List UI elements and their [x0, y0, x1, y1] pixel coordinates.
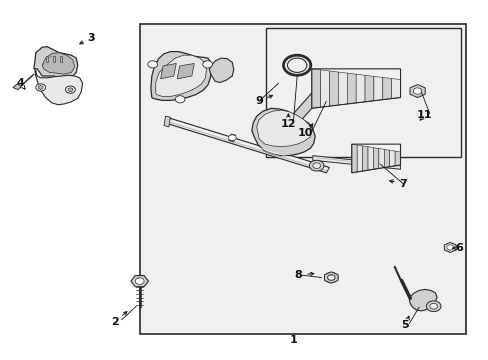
Polygon shape — [163, 116, 170, 127]
Text: 2: 2 — [111, 317, 119, 327]
Circle shape — [38, 86, 43, 89]
Polygon shape — [166, 118, 329, 173]
Polygon shape — [160, 63, 176, 79]
Polygon shape — [151, 51, 211, 100]
Polygon shape — [324, 272, 337, 283]
Polygon shape — [391, 78, 400, 99]
Circle shape — [327, 275, 334, 280]
Polygon shape — [346, 73, 355, 104]
Text: 5: 5 — [401, 320, 408, 330]
Polygon shape — [444, 242, 455, 252]
Polygon shape — [251, 108, 315, 156]
Polygon shape — [367, 147, 373, 170]
Text: 3: 3 — [87, 33, 95, 43]
Circle shape — [228, 135, 236, 140]
Text: 12: 12 — [280, 120, 296, 129]
Polygon shape — [320, 70, 329, 107]
Polygon shape — [362, 146, 367, 171]
Polygon shape — [373, 76, 382, 101]
Polygon shape — [394, 151, 400, 166]
Polygon shape — [373, 148, 378, 169]
Bar — [266, 28, 461, 157]
Polygon shape — [42, 53, 75, 74]
Polygon shape — [378, 149, 384, 168]
Polygon shape — [351, 144, 356, 173]
Polygon shape — [384, 149, 389, 167]
Text: 11: 11 — [416, 111, 432, 121]
Circle shape — [203, 61, 212, 68]
Polygon shape — [35, 69, 82, 105]
Polygon shape — [60, 56, 62, 62]
Polygon shape — [228, 134, 235, 142]
Polygon shape — [408, 289, 436, 311]
Polygon shape — [13, 84, 21, 90]
Circle shape — [324, 273, 337, 283]
Polygon shape — [355, 74, 364, 103]
Circle shape — [68, 88, 73, 91]
Circle shape — [327, 275, 334, 280]
Circle shape — [412, 88, 421, 94]
Polygon shape — [46, 56, 48, 62]
Circle shape — [65, 86, 75, 93]
Bar — [140, 24, 466, 334]
Text: 8: 8 — [294, 270, 302, 280]
Circle shape — [429, 303, 437, 309]
Text: 7: 7 — [398, 179, 406, 189]
Polygon shape — [209, 58, 233, 82]
Polygon shape — [312, 156, 400, 169]
Polygon shape — [256, 110, 311, 147]
Polygon shape — [311, 69, 320, 108]
Text: 6: 6 — [454, 243, 462, 253]
Circle shape — [175, 96, 184, 103]
Polygon shape — [356, 145, 362, 172]
Circle shape — [426, 301, 440, 312]
Polygon shape — [34, 46, 78, 78]
Polygon shape — [177, 63, 194, 79]
Circle shape — [36, 84, 45, 91]
Polygon shape — [53, 56, 55, 62]
Polygon shape — [389, 150, 394, 167]
Polygon shape — [329, 71, 338, 106]
Polygon shape — [156, 55, 206, 96]
Polygon shape — [364, 75, 373, 102]
Polygon shape — [292, 87, 323, 123]
Text: 4: 4 — [16, 78, 24, 88]
Polygon shape — [131, 275, 148, 287]
Text: 1: 1 — [289, 334, 297, 345]
Circle shape — [147, 61, 157, 68]
Polygon shape — [382, 77, 391, 100]
Polygon shape — [409, 85, 425, 98]
Text: 9: 9 — [255, 96, 263, 106]
Circle shape — [309, 160, 324, 171]
Text: 10: 10 — [297, 129, 312, 138]
Circle shape — [446, 245, 453, 250]
Circle shape — [312, 163, 320, 168]
Circle shape — [135, 278, 144, 284]
Polygon shape — [338, 72, 346, 105]
